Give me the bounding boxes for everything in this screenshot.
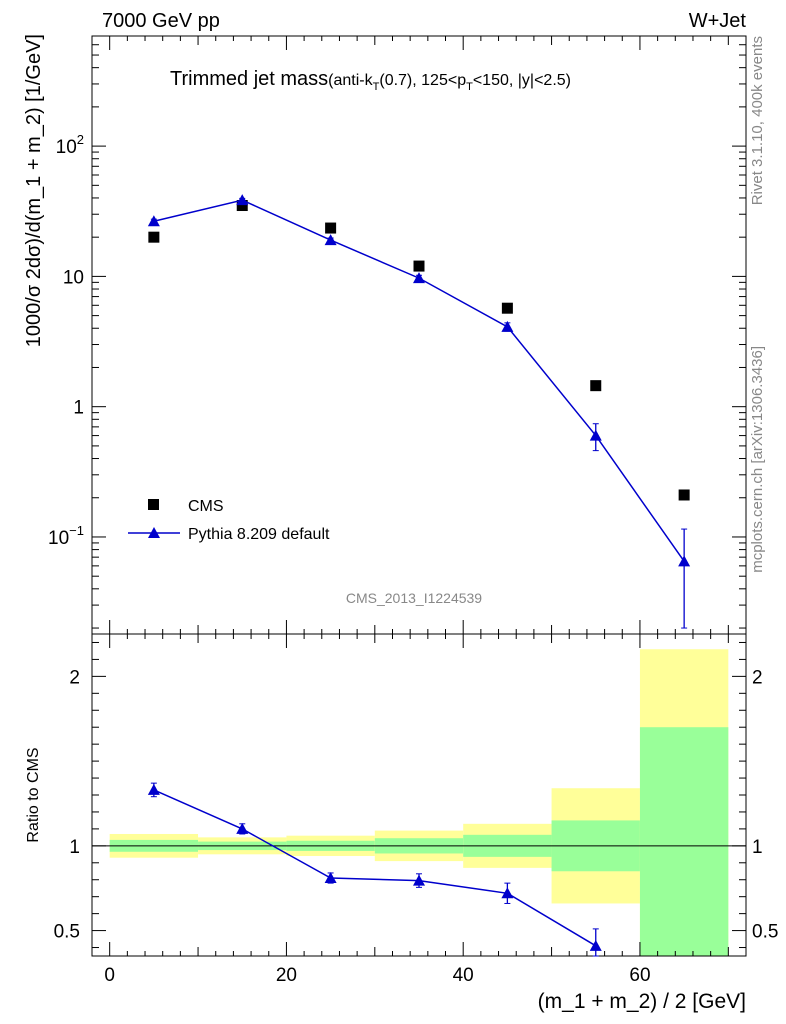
pythia-line bbox=[153, 199, 685, 562]
main-data bbox=[147, 194, 691, 629]
main-y-tick-label: 102 bbox=[56, 132, 84, 158]
ratio-point bbox=[589, 939, 602, 951]
legend: CMS Pythia 8.209 default bbox=[128, 498, 330, 543]
ratio-y-tick-label-right: 1 bbox=[752, 837, 763, 858]
energy-label: 7000 GeV pp bbox=[102, 10, 220, 32]
cms-point bbox=[590, 380, 602, 392]
cms-point bbox=[678, 489, 690, 501]
main-y-axis-label: 1000/σ 2dσ)/d(m_1 + m_2) [1/GeV] bbox=[23, 34, 45, 347]
cms-point bbox=[148, 231, 160, 243]
ratio-y-tick-label: 2 bbox=[69, 667, 80, 688]
legend-label-pythia: Pythia 8.209 default bbox=[188, 526, 330, 543]
pythia-point bbox=[589, 429, 602, 441]
rivet-label: Rivet 3.1.10, 400k events bbox=[749, 36, 766, 205]
cms-point bbox=[325, 222, 337, 234]
process-label: W+Jet bbox=[689, 10, 747, 32]
ratio-y-tick-label: 1 bbox=[69, 837, 80, 858]
ratio-data bbox=[147, 782, 602, 957]
main-panel-frame bbox=[91, 35, 747, 635]
main-y-tick-label: 10−1 bbox=[48, 523, 84, 549]
x-axis-label: (m_1 + m_2) / 2 [GeV] bbox=[538, 990, 746, 1013]
x-tick-label: 0 bbox=[104, 965, 115, 986]
analysis-tag: CMS_2013_I1224539 bbox=[346, 590, 482, 606]
legend-label-cms: CMS bbox=[188, 498, 224, 515]
legend-marker-cms bbox=[148, 499, 159, 510]
main-y-tick-label: 10 bbox=[63, 267, 84, 288]
ratio-uncertainty-bands bbox=[92, 649, 746, 956]
pythia-point bbox=[324, 234, 337, 246]
pythia-point bbox=[413, 272, 425, 284]
pythia-point bbox=[147, 215, 160, 227]
pythia-point bbox=[501, 320, 514, 332]
ratio-point bbox=[501, 887, 514, 899]
source-label: mcplots.cern.ch [arXiv:1306.3436] bbox=[749, 346, 766, 573]
x-tick-label: 60 bbox=[629, 965, 650, 986]
ratio-point bbox=[413, 874, 425, 886]
plot-title: Trimmed jet mass(anti-kT(0.7), 125<pT<15… bbox=[170, 68, 571, 93]
pythia-point bbox=[678, 555, 691, 567]
ratio-y-tick-label-right: 0.5 bbox=[752, 922, 778, 943]
x-tick-label: 40 bbox=[453, 965, 474, 986]
pythia-point bbox=[236, 194, 249, 206]
ratio-line bbox=[153, 789, 597, 947]
main-axes: 10−1 1 10 102 bbox=[48, 35, 746, 634]
cms-point bbox=[236, 200, 248, 212]
ratio-point bbox=[324, 872, 337, 884]
ratio-axes: 0 20 40 60 0.5 0.5 1 1 2 2 bbox=[54, 634, 778, 986]
ratio-point bbox=[147, 783, 160, 795]
ratio-y-axis-label: Ratio to CMS bbox=[25, 747, 42, 842]
main-y-tick-label: 1 bbox=[73, 398, 84, 419]
cms-point bbox=[413, 260, 425, 272]
ratio-y-tick-label-right: 2 bbox=[752, 667, 763, 688]
x-tick-label: 20 bbox=[276, 965, 297, 986]
ratio-y-tick-label: 0.5 bbox=[54, 922, 80, 943]
legend-marker-pythia bbox=[148, 527, 160, 538]
band-inner bbox=[639, 727, 729, 956]
ratio-point bbox=[236, 822, 249, 834]
cms-point bbox=[501, 302, 513, 314]
